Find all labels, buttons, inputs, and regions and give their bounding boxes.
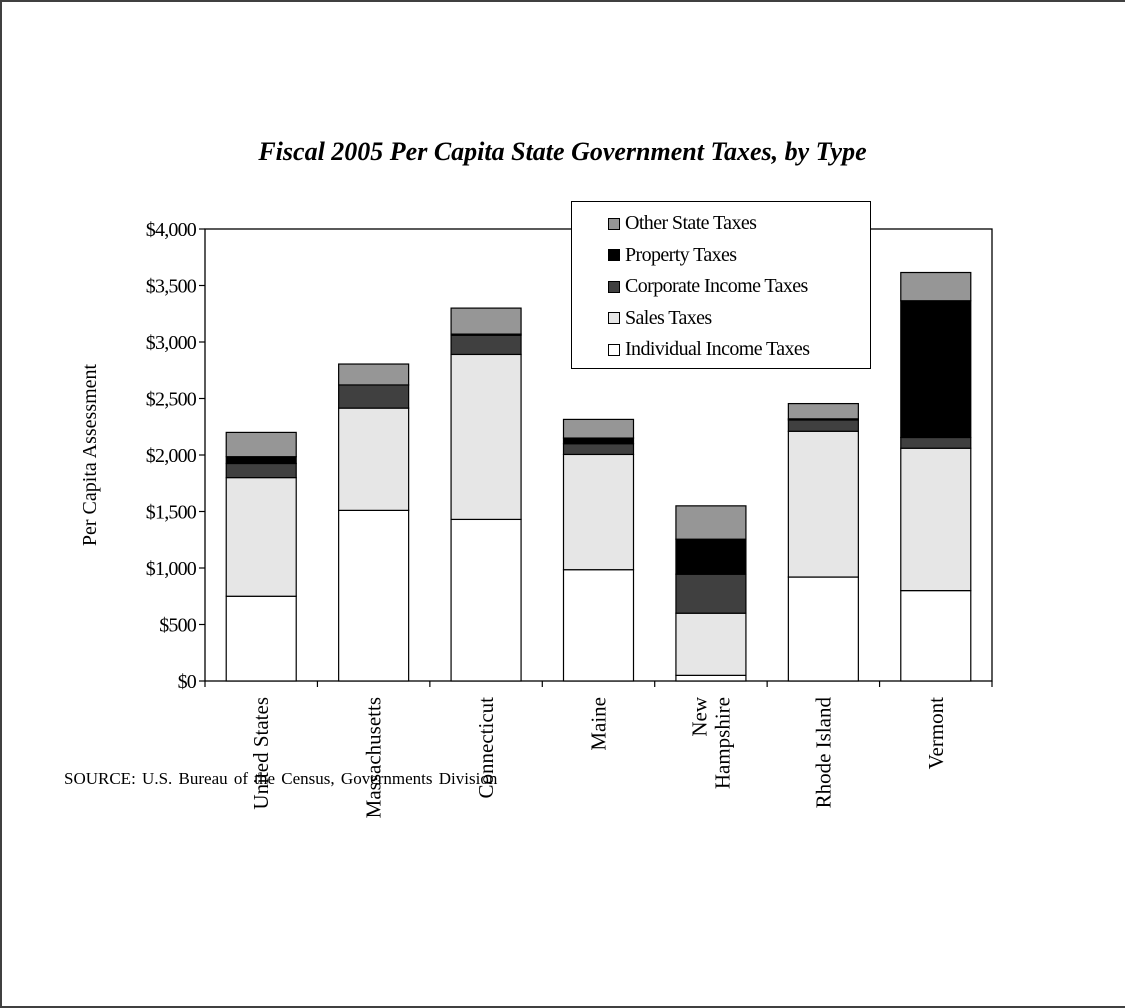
bar-segment: [562, 569, 635, 682]
bar-segment: [787, 419, 859, 432]
bar-segment: [675, 612, 747, 676]
y-tick-label: $3,000: [146, 332, 197, 354]
legend-item: Sales Taxes: [608, 303, 870, 335]
x-tick-label: Rhode Island: [811, 697, 835, 809]
legend-swatch: [608, 312, 620, 325]
bar-segment: [900, 436, 972, 449]
bar-segment: [225, 477, 297, 597]
source-note: SOURCE: U.S. Bureau of the Census, Gover…: [64, 769, 498, 788]
legend-label: Other State Taxes: [625, 212, 757, 235]
y-tick-label: $2,000: [146, 445, 197, 467]
legend-item: Property Taxes: [608, 240, 870, 272]
bar-segment: [450, 307, 522, 335]
bar-segment: [338, 509, 410, 682]
bar-segment: [787, 576, 859, 682]
bar-segment: [225, 462, 297, 479]
y-tick-label: $1,500: [146, 502, 197, 524]
bar-segment: [562, 453, 635, 571]
y-tick-label: $500: [159, 615, 197, 637]
legend-label: Individual Income Taxes: [625, 338, 810, 361]
y-tick-label: $1,000: [146, 558, 197, 580]
chart-title: Fiscal 2005 Per Capita State Government …: [258, 137, 867, 166]
x-tick-label: Connecticut: [474, 697, 498, 799]
bar-segment: [900, 589, 972, 682]
x-tick-label: Massachusetts: [362, 697, 386, 818]
legend: Other State Taxes Property Taxes Corporate…: [571, 201, 871, 369]
bar-segment: [675, 573, 747, 614]
x-tick-label: NewHampshire: [687, 696, 734, 789]
bar-segment: [562, 437, 635, 445]
bar-segment: [450, 353, 522, 521]
legend-swatch: [608, 249, 620, 262]
bar-segment: [225, 456, 297, 465]
x-tick-label: Vermont: [924, 697, 948, 769]
legend-label: Property Taxes: [625, 243, 737, 266]
legend-item: Corporate Income Taxes: [608, 271, 870, 303]
bar-segment: [675, 505, 747, 540]
legend-label: Corporate Income Taxes: [625, 275, 808, 298]
legend-item: Other State Taxes: [608, 208, 870, 240]
bar-segment: [450, 334, 522, 356]
y-tick-label: $3,500: [146, 276, 197, 298]
legend-swatch: [608, 217, 620, 230]
bar-segment: [675, 674, 747, 682]
bar-segment: [450, 518, 522, 682]
bar-segment: [338, 407, 410, 511]
bar-segment: [787, 430, 859, 578]
legend-label: Sales Taxes: [625, 306, 712, 329]
y-axis-label: Per Capita Assessment: [79, 363, 101, 546]
bar-segment: [900, 447, 972, 592]
bar-segment: [900, 271, 972, 302]
bar-segment: [562, 443, 635, 456]
legend-item: Individual Income Taxes: [608, 334, 870, 366]
bar-segment: [338, 384, 410, 409]
bar-segment: [338, 363, 410, 386]
bar-segment: [562, 418, 635, 439]
bar-segment: [787, 402, 859, 420]
x-tick-label: Maine: [587, 697, 611, 751]
bar-segment: [225, 431, 297, 458]
legend-swatch: [608, 280, 620, 293]
y-tick-label: $2,500: [146, 389, 197, 411]
bar-segment: [900, 300, 972, 439]
bar-segment: [675, 538, 747, 575]
y-tick-label: $4,000: [146, 219, 197, 241]
x-tick-label: United States: [249, 697, 273, 810]
y-tick-label: $0: [178, 671, 197, 693]
bar-segment: [225, 595, 297, 682]
legend-swatch: [608, 343, 620, 356]
